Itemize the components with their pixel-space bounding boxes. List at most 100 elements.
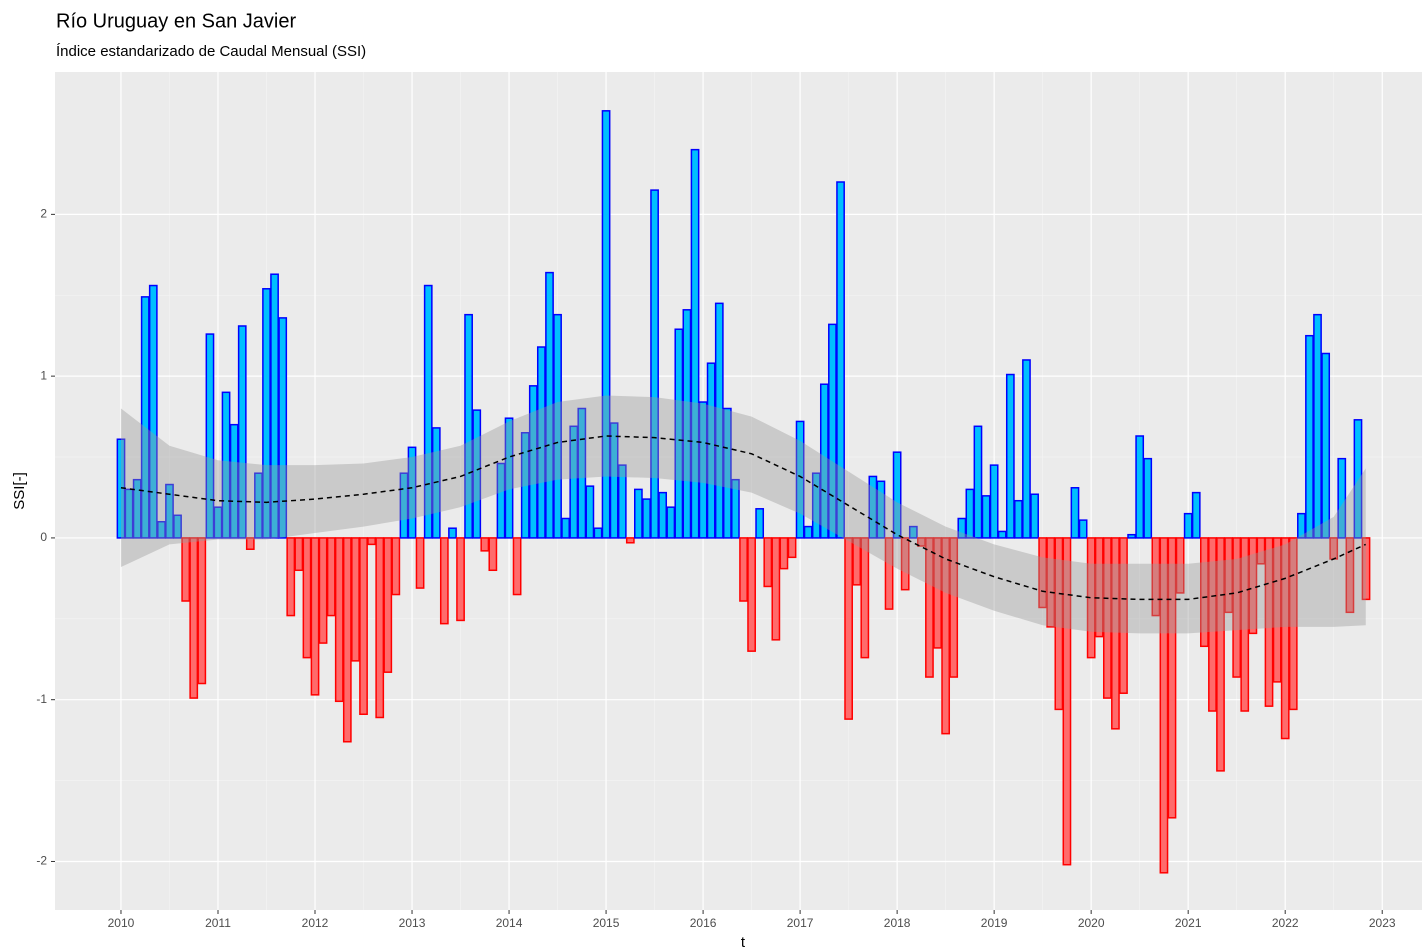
x-tick-label: 2013 <box>399 916 426 930</box>
bar <box>431 427 441 539</box>
bar <box>423 284 433 539</box>
x-tick-label: 2014 <box>496 916 523 930</box>
bar <box>496 462 506 539</box>
y-axis-label: SSI[-] <box>11 472 28 510</box>
chart-title: Río Uruguay en San Javier <box>56 10 296 32</box>
bar <box>1280 537 1290 740</box>
trend-line <box>120 435 1367 601</box>
bar <box>1313 313 1322 539</box>
bar <box>1167 537 1177 819</box>
bar <box>601 110 611 539</box>
bar <box>1191 491 1201 539</box>
bar <box>124 488 134 539</box>
bar <box>949 537 959 678</box>
bar <box>1272 537 1282 683</box>
bar <box>860 537 870 659</box>
bar <box>836 181 845 539</box>
bar <box>1119 537 1128 694</box>
bar <box>1151 537 1161 617</box>
bar <box>1143 457 1153 539</box>
bar <box>1232 537 1242 678</box>
bar <box>1111 537 1120 730</box>
bar <box>173 514 182 539</box>
bar <box>480 537 490 552</box>
bar <box>674 328 684 539</box>
bar <box>165 483 174 539</box>
bar <box>1183 512 1193 539</box>
bar <box>1175 537 1185 594</box>
bar <box>1135 435 1145 539</box>
bar <box>625 537 635 544</box>
bar <box>1216 537 1225 772</box>
x-tick-label: 2018 <box>884 916 911 930</box>
bar <box>593 527 603 539</box>
bar <box>245 537 255 550</box>
bar <box>504 417 514 539</box>
bar <box>706 362 716 539</box>
bar <box>569 425 579 539</box>
bar <box>213 506 223 539</box>
bar <box>278 317 288 539</box>
x-tick-label: 2016 <box>690 916 717 930</box>
bar <box>852 537 862 586</box>
bar <box>739 537 748 602</box>
bar <box>383 537 393 673</box>
bar <box>892 451 902 539</box>
bar <box>795 420 805 539</box>
bar <box>1094 537 1104 638</box>
bar <box>997 530 1007 539</box>
bar <box>908 525 918 539</box>
bar <box>876 480 886 539</box>
bar <box>1022 359 1031 539</box>
bar <box>779 537 789 570</box>
bar <box>1159 537 1169 874</box>
bar <box>811 472 821 539</box>
bar <box>545 271 554 539</box>
bar <box>1248 537 1258 635</box>
bar <box>973 425 983 539</box>
bar <box>1297 512 1306 539</box>
bar <box>666 506 676 539</box>
bar <box>1208 537 1217 712</box>
y-tick-label: 2 <box>40 207 47 221</box>
bar <box>1078 519 1088 539</box>
bar <box>1038 537 1048 609</box>
bar <box>1345 537 1355 614</box>
bar <box>302 537 312 659</box>
bar <box>351 537 360 662</box>
bar <box>310 537 320 696</box>
bar <box>755 508 765 539</box>
bar <box>714 302 724 539</box>
bar <box>1224 537 1234 614</box>
bar <box>1256 537 1266 565</box>
bar <box>342 537 352 743</box>
bar <box>787 537 797 559</box>
bar <box>197 537 207 685</box>
bar <box>1321 352 1331 539</box>
bar <box>561 517 570 539</box>
bar <box>359 537 368 716</box>
bar <box>512 537 522 596</box>
bar <box>148 284 158 539</box>
bar <box>682 309 692 539</box>
bar <box>1046 537 1056 628</box>
bar <box>407 446 417 539</box>
bar <box>642 498 651 539</box>
x-tick-label: 2015 <box>593 916 620 930</box>
bar <box>1200 537 1209 648</box>
bar <box>254 472 263 539</box>
bar <box>1305 334 1314 539</box>
bar <box>1337 457 1347 539</box>
x-tick-label: 2011 <box>205 916 231 930</box>
bar <box>941 537 951 735</box>
y-tick-label: -2 <box>36 854 47 868</box>
bar <box>989 464 999 539</box>
bar <box>448 527 457 539</box>
bar <box>391 537 401 596</box>
bar <box>229 423 239 539</box>
bar <box>472 409 482 539</box>
bar <box>617 464 627 539</box>
bar <box>868 475 878 539</box>
x-tick-label: 2023 <box>1369 916 1396 930</box>
bar <box>965 488 975 539</box>
